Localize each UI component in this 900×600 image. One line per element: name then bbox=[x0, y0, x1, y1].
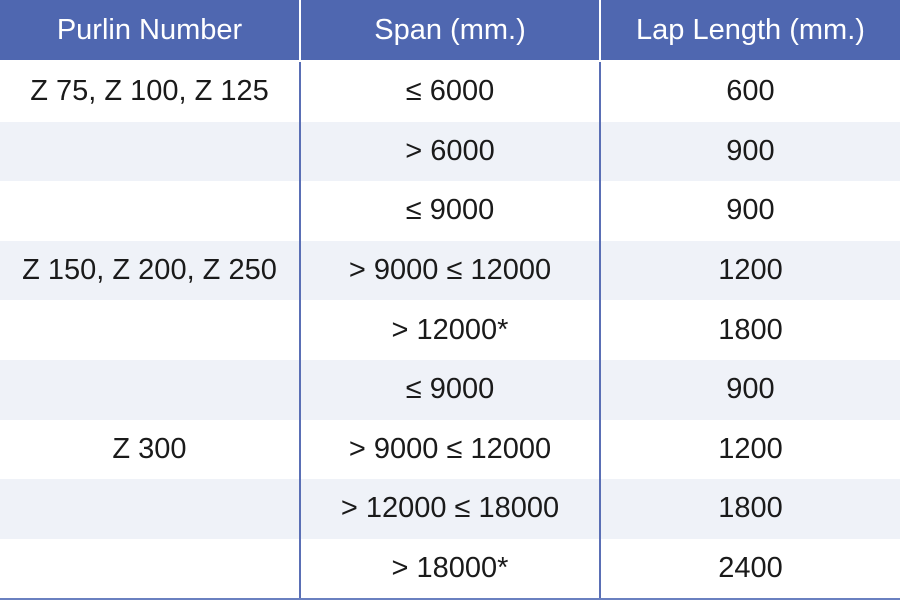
span-cell: > 9000 ≤ 12000 bbox=[300, 419, 601, 480]
span-cell: ≤ 6000 bbox=[300, 61, 601, 122]
span-cell: > 6000 bbox=[300, 121, 601, 182]
lap-length-cell: 2400 bbox=[600, 538, 900, 600]
lap-length-cell: 900 bbox=[600, 121, 900, 182]
purlin-number-cell bbox=[0, 538, 301, 600]
table-row: > 6000 900 bbox=[0, 121, 900, 182]
lap-length-cell: 600 bbox=[726, 75, 775, 108]
purlin-number-cell bbox=[0, 181, 301, 241]
table-row: > 18000* 2400 bbox=[0, 538, 900, 600]
purlin-number-cell bbox=[0, 359, 301, 420]
span-cell: > 12000* bbox=[300, 300, 601, 360]
lap-length-cell: 1200 bbox=[600, 240, 900, 301]
span-cell: > 9000 ≤ 12000 bbox=[300, 240, 601, 301]
header-purlin-number: Purlin Number bbox=[0, 0, 301, 62]
table-row: ≤ 9000 900 bbox=[0, 181, 900, 241]
span-cell: > 12000 ≤ 18000 bbox=[300, 479, 601, 539]
span-cell: ≤ 9000 bbox=[300, 181, 601, 241]
span-cell: > 18000* bbox=[300, 538, 601, 600]
purlin-number-cell: Z 150, Z 200, Z 250 bbox=[0, 240, 301, 301]
table-row: ≤ 9000 900 bbox=[0, 359, 900, 420]
span-cell: ≤ 9000 bbox=[300, 359, 601, 420]
purlin-number-cell bbox=[0, 479, 301, 539]
purlin-number-cell: Z 75, Z 100, Z 125 bbox=[0, 61, 301, 122]
table-row: Z 300 > 9000 ≤ 12000 1200 bbox=[0, 419, 900, 480]
lap-length-cell: 900 bbox=[726, 194, 775, 227]
lap-length-cell: 1200 bbox=[718, 432, 783, 465]
header-row: Purlin Number Span (mm.) Lap Length (mm.… bbox=[0, 0, 900, 62]
purlin-number-cell: Z 300 bbox=[0, 419, 301, 480]
table-row: > 12000 ≤ 18000 1800 bbox=[0, 479, 900, 539]
purlin-number-cell bbox=[0, 121, 301, 182]
lap-length-cell: 900 bbox=[600, 359, 900, 420]
purlin-number-cell bbox=[0, 300, 301, 360]
lap-length-cell: 1800 bbox=[718, 313, 783, 346]
lap-length-cell: 1800 bbox=[600, 479, 900, 539]
header-span: Span (mm.) bbox=[300, 0, 601, 62]
table-row: Z 75, Z 100, Z 125 ≤ 6000 600 bbox=[0, 61, 900, 122]
header-lap-length: Lap Length (mm.) bbox=[600, 0, 900, 62]
table-row: Z 150, Z 200, Z 250 > 9000 ≤ 12000 1200 bbox=[0, 240, 900, 301]
table-row: > 12000* 1800 bbox=[0, 300, 900, 360]
